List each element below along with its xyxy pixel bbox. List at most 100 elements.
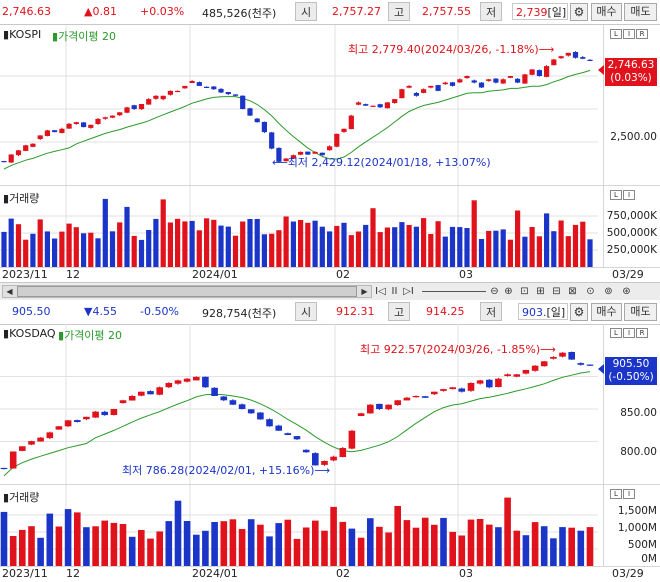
kosdaq-vol-mode-i[interactable]: I bbox=[623, 489, 635, 499]
kosdaq-candle bbox=[74, 420, 81, 422]
kosdaq-volume-bar bbox=[37, 537, 44, 567]
kosdaq-volume-bar bbox=[211, 522, 218, 567]
kosdaq-panel-name: KOSDAQ bbox=[9, 327, 56, 340]
zoom-slider[interactable] bbox=[422, 291, 486, 292]
kosdaq-vol-mode-l[interactable]: L bbox=[610, 489, 622, 499]
kosdaq-volume-bar bbox=[431, 524, 438, 567]
kosdaq-candle bbox=[302, 449, 310, 453]
kosdaq-volume-bar bbox=[238, 529, 246, 567]
kosdaq-volume-bar bbox=[412, 527, 420, 567]
kosdaq-volume-bar bbox=[467, 519, 475, 567]
kospi-volume-bar bbox=[327, 231, 333, 268]
kospi-volume-bar bbox=[435, 221, 441, 268]
kospi-panel-name: KOSPI bbox=[9, 28, 42, 41]
kospi-volume-panel[interactable]: ▮거래량 L I 750,000K 500,000K 250,000K bbox=[0, 185, 660, 268]
kospi-volume-bar bbox=[30, 233, 36, 268]
kospi-volume-bar bbox=[544, 213, 550, 268]
kosdaq-candle bbox=[156, 387, 163, 395]
kospi-volume-bar bbox=[66, 223, 72, 268]
kosdaq-candle bbox=[559, 352, 566, 357]
chart-scrollbar[interactable]: ◀ ▶ bbox=[2, 285, 372, 298]
kosdaq-volume-bar bbox=[367, 518, 374, 567]
kosdaq-price-panel[interactable]: ▮KOSDAQ ▮가격이평 20 최고 922.57(2024/03/26, -… bbox=[0, 324, 660, 484]
kosdaq-axis-mode-l[interactable]: L bbox=[610, 328, 622, 338]
kosdaq-buy-button[interactable]: 매수 bbox=[591, 303, 622, 321]
kospi-candle bbox=[587, 59, 593, 61]
kosdaq-candle bbox=[339, 448, 347, 457]
kosdaq-volume-bar bbox=[394, 506, 401, 567]
kospi-sell-button[interactable]: 매도 bbox=[624, 3, 657, 21]
kospi-volume-bar bbox=[131, 235, 137, 268]
kosdaq-volume-bar bbox=[229, 519, 237, 567]
zoom-in-icon[interactable]: ⊕ bbox=[504, 286, 513, 297]
scroll-thumb[interactable] bbox=[17, 286, 357, 297]
scroll-right-icon[interactable]: ▶ bbox=[361, 287, 368, 296]
kospi-candle bbox=[442, 82, 448, 85]
kospi-candle bbox=[413, 93, 419, 96]
kospi-volume-bar bbox=[153, 218, 159, 268]
kospi-candle bbox=[95, 118, 101, 124]
kospi-buy-button[interactable]: 매수 bbox=[591, 3, 622, 21]
kosdaq-volume-bar bbox=[513, 530, 521, 567]
kospi-low-field[interactable]: 2,739[일] bbox=[512, 3, 568, 20]
kospi-volume-bar bbox=[449, 226, 456, 268]
kospi-candle bbox=[81, 122, 87, 128]
kosdaq-candle bbox=[174, 380, 182, 384]
layout-icon[interactable]: ⊡ bbox=[520, 286, 529, 297]
kosdaq-panel-title: ▮KOSDAQ bbox=[3, 327, 56, 340]
kosdaq-candle bbox=[183, 378, 191, 382]
kosdaq-candle bbox=[193, 376, 200, 381]
kosdaq-low-field[interactable]: 903.[일] bbox=[518, 303, 568, 320]
kospi-volume-bar bbox=[196, 230, 202, 268]
kosdaq-candle bbox=[101, 411, 108, 416]
kospi-price-panel[interactable]: ▮KOSPI ▮가격이평 20 최고 2,779.40(2024/03/26, … bbox=[0, 25, 660, 185]
kospi-candle bbox=[565, 52, 571, 56]
kospi-period: [일] bbox=[547, 6, 567, 19]
pause-icon[interactable]: II bbox=[391, 286, 398, 297]
zoom-out-icon[interactable]: ⊖ bbox=[490, 286, 499, 297]
kospi-axis-mode-l[interactable]: L bbox=[610, 29, 622, 39]
kospi-price-axis: L I R 2,500.00 bbox=[603, 25, 660, 185]
kospi-volume-bar bbox=[413, 226, 419, 268]
kospi-candle bbox=[478, 82, 485, 88]
option-icon[interactable]: ⊛ bbox=[622, 286, 631, 297]
kospi-volume-bar bbox=[370, 208, 376, 268]
kosdaq-volume-bar bbox=[9, 536, 17, 567]
kospi-vol-mode-l[interactable]: L bbox=[610, 190, 622, 200]
kosdaq-volume-bar bbox=[357, 537, 365, 567]
kosdaq-sell-button[interactable]: 매도 bbox=[624, 303, 657, 321]
kosdaq-volume-bar bbox=[174, 500, 182, 567]
kospi-volume-bar bbox=[269, 233, 275, 268]
kospi-axis-mode-i[interactable]: I bbox=[623, 29, 635, 39]
grid-icon[interactable]: ⊞ bbox=[536, 286, 545, 297]
kospi-axis-mode-r[interactable]: R bbox=[636, 29, 648, 39]
kospi-settings-gear-icon[interactable]: ⚙ bbox=[570, 3, 588, 21]
kospi-candle bbox=[30, 143, 36, 147]
go-last-icon[interactable]: ▷I bbox=[403, 286, 414, 297]
kosdaq-volume-panel[interactable]: ▮거래량 L I 1,500M 1,000M 500M 0M bbox=[0, 484, 660, 567]
kosdaq-period: [일] bbox=[546, 306, 566, 319]
mode-icon[interactable]: ⊙ bbox=[586, 286, 595, 297]
kospi-volume-bar bbox=[442, 236, 448, 268]
view-icon[interactable]: ⊚ bbox=[604, 286, 613, 297]
kospi-panel-title: ▮KOSPI bbox=[3, 28, 41, 41]
kosdaq-volume-bar bbox=[46, 513, 54, 567]
kospi-candle bbox=[225, 92, 231, 95]
kospi-ma-label: ▮가격이평 20 bbox=[52, 28, 116, 44]
kosdaq-settings-gear-icon[interactable]: ⚙ bbox=[570, 303, 588, 321]
kospi-candle bbox=[298, 151, 304, 155]
kospi-candle bbox=[240, 95, 246, 109]
kosdaq-axis-mode-r[interactable]: R bbox=[636, 328, 648, 338]
kospi-candle-chart bbox=[0, 25, 598, 185]
split-icon[interactable]: ⊟ bbox=[552, 286, 561, 297]
expand-icon[interactable]: ⊠ bbox=[568, 286, 577, 297]
kospi-candle bbox=[515, 78, 521, 83]
go-first-icon[interactable]: I◁ bbox=[375, 286, 386, 297]
kospi-candle bbox=[124, 107, 130, 113]
kosdaq-axis-mode-i[interactable]: I bbox=[623, 328, 635, 338]
scroll-left-icon[interactable]: ◀ bbox=[6, 287, 13, 296]
kosdaq-volume-bar bbox=[540, 526, 548, 567]
kospi-vol-mode-i[interactable]: I bbox=[623, 190, 635, 200]
kospi-vol-label: 500,000K bbox=[606, 227, 657, 239]
kospi-volume-bar bbox=[218, 225, 224, 268]
